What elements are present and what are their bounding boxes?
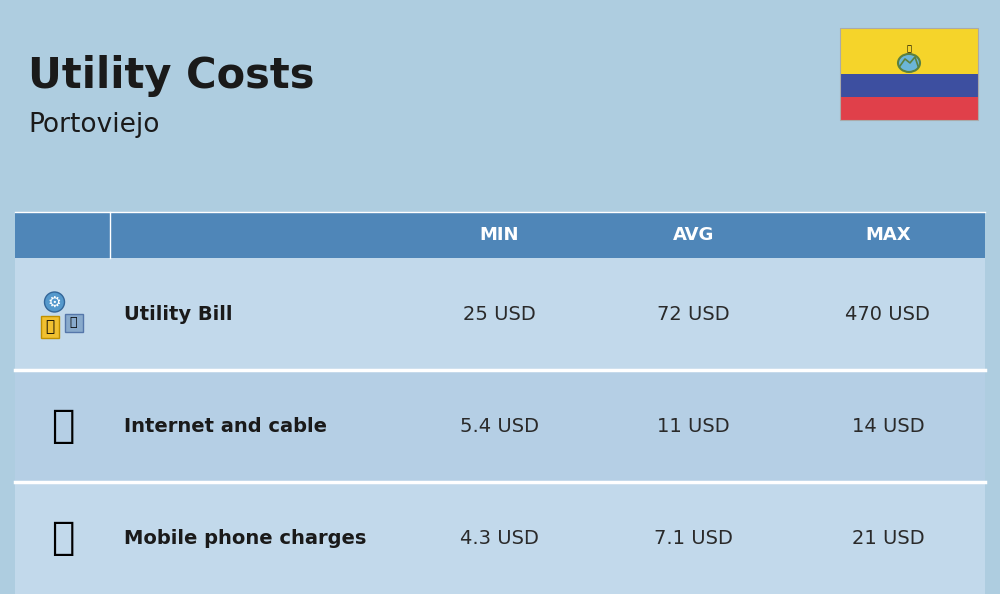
- Text: MIN: MIN: [479, 226, 519, 244]
- Text: 21 USD: 21 USD: [852, 529, 924, 548]
- Text: Mobile phone charges: Mobile phone charges: [124, 529, 366, 548]
- Text: 📱: 📱: [51, 519, 74, 557]
- Ellipse shape: [898, 54, 920, 72]
- Bar: [15, 212, 985, 594]
- Bar: [840, 28, 978, 120]
- Text: 📡: 📡: [70, 317, 77, 330]
- Text: ⚙: ⚙: [48, 295, 61, 309]
- Text: 🦅: 🦅: [906, 45, 912, 53]
- Bar: [15, 258, 985, 370]
- Text: 4.3 USD: 4.3 USD: [460, 529, 539, 548]
- Bar: [840, 74, 978, 97]
- Text: Utility Bill: Utility Bill: [124, 305, 232, 324]
- Bar: [15, 212, 985, 258]
- Bar: [40, 316, 58, 338]
- Text: 72 USD: 72 USD: [657, 305, 730, 324]
- Text: AVG: AVG: [673, 226, 714, 244]
- Text: 25 USD: 25 USD: [463, 305, 536, 324]
- Text: 5.4 USD: 5.4 USD: [460, 416, 539, 435]
- Bar: [15, 482, 985, 594]
- Text: 11 USD: 11 USD: [657, 416, 730, 435]
- Text: Utility Costs: Utility Costs: [28, 55, 314, 97]
- Bar: [64, 314, 82, 332]
- Bar: [840, 97, 978, 120]
- Text: 470 USD: 470 USD: [845, 305, 930, 324]
- Bar: [15, 370, 985, 482]
- Text: 14 USD: 14 USD: [852, 416, 924, 435]
- Text: Portoviejo: Portoviejo: [28, 112, 160, 138]
- Bar: [840, 28, 978, 74]
- Text: 🔌: 🔌: [45, 320, 54, 334]
- Text: 7.1 USD: 7.1 USD: [654, 529, 733, 548]
- Circle shape: [44, 292, 64, 312]
- Text: Internet and cable: Internet and cable: [124, 416, 327, 435]
- Text: 🛜: 🛜: [51, 407, 74, 445]
- Text: MAX: MAX: [865, 226, 911, 244]
